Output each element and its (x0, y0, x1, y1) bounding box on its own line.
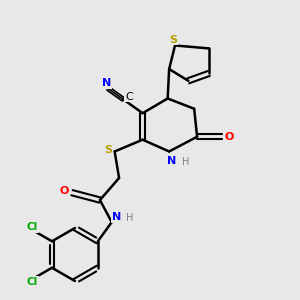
Text: O: O (59, 186, 68, 196)
Text: O: O (225, 132, 234, 142)
Text: H: H (126, 213, 133, 223)
Text: S: S (104, 145, 112, 155)
Text: N: N (102, 78, 111, 88)
Text: H: H (182, 157, 189, 167)
Text: Cl: Cl (27, 222, 38, 232)
Text: N: N (167, 156, 177, 166)
Text: N: N (112, 212, 121, 222)
Text: S: S (169, 34, 178, 45)
Text: Cl: Cl (27, 277, 38, 287)
Text: C: C (125, 92, 133, 102)
